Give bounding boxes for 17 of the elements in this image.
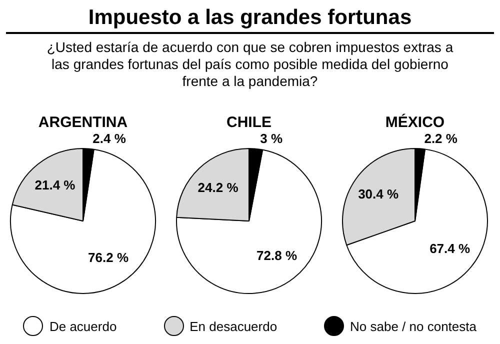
data-label: 24.2 % [198, 180, 239, 196]
legend-label: No sabe / no contesta [350, 318, 476, 334]
data-label: 76.2 % [88, 250, 129, 265]
chart-title: MÉXICO [385, 113, 445, 132]
text: Impuesto a las grandes fortunas [6, 6, 494, 34]
data-label: 21.4 % [34, 177, 76, 192]
data-label: 72.8 % [256, 248, 298, 263]
legend-label: De acuerdo [49, 318, 117, 334]
data-label: 2.2 % [424, 130, 458, 146]
text: ¿Usted estaría de acuerdo con que se cobren impuestos extras a las grandes fortunas del país como posible medida del gobierno frente a la pandemia? [46, 39, 454, 90]
data-label: 30.4 % [358, 186, 399, 202]
data-label: 67.4 % [430, 241, 470, 256]
data-label: 3 % [260, 130, 283, 146]
legend-label: En desacuerdo [190, 318, 278, 334]
data-label: 2.4 % [92, 130, 126, 146]
chart-title: ARGENTINA [38, 114, 128, 132]
chart-title: CHILE [226, 114, 272, 132]
